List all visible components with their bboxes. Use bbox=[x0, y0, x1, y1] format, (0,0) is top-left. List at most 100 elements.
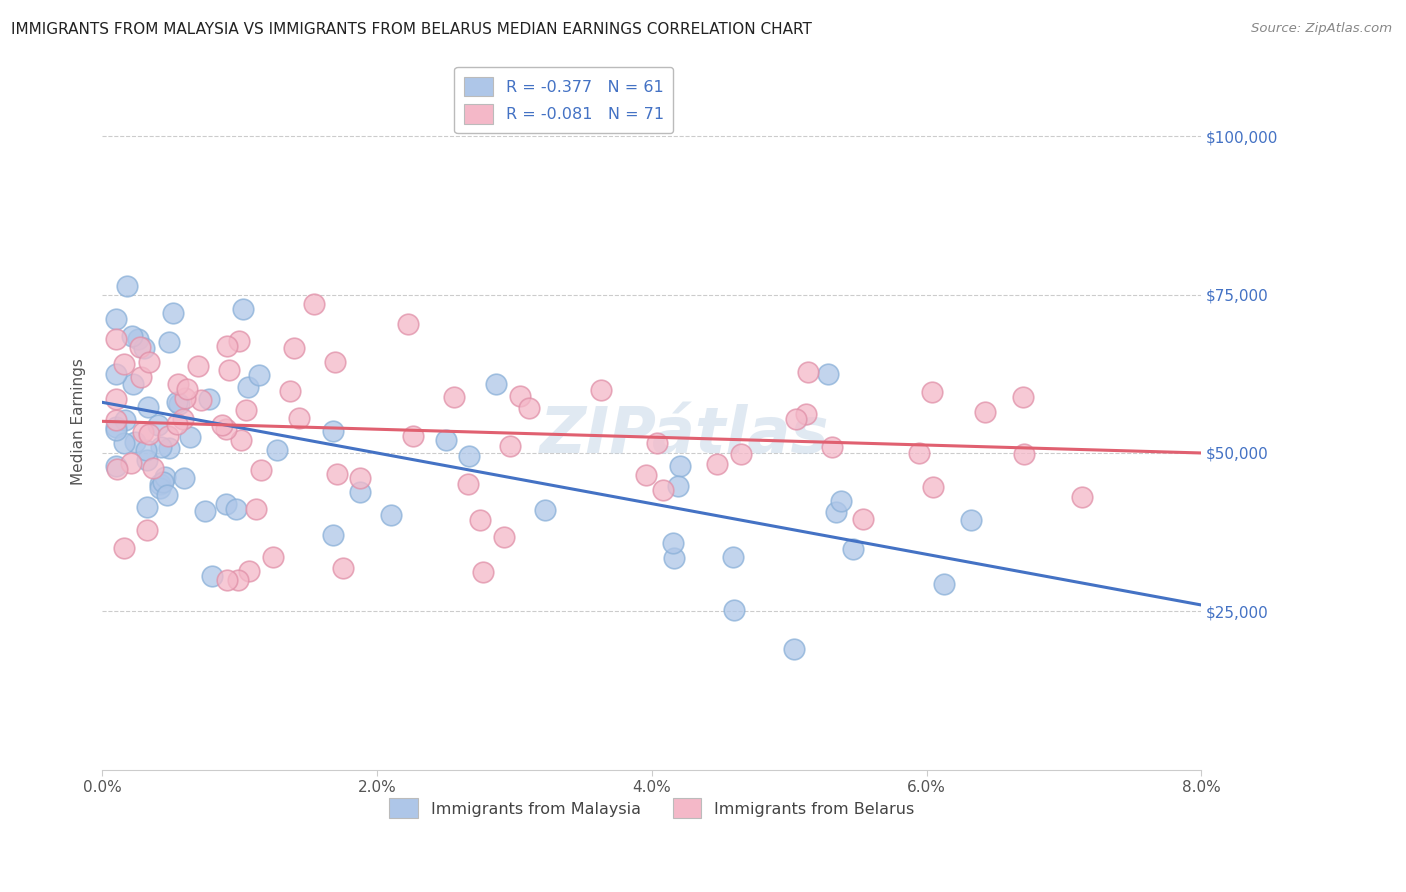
Point bbox=[228, 573, 250, 587]
Point bbox=[135, 453, 157, 467]
Point bbox=[824, 505, 846, 519]
Point bbox=[112, 435, 135, 450]
Point bbox=[194, 503, 217, 517]
Point bbox=[167, 377, 190, 392]
Point bbox=[104, 312, 127, 326]
Point bbox=[152, 475, 174, 489]
Point bbox=[142, 461, 165, 475]
Point bbox=[231, 434, 253, 448]
Point bbox=[120, 456, 142, 470]
Point bbox=[112, 357, 135, 371]
Point bbox=[135, 523, 157, 537]
Point bbox=[112, 541, 135, 556]
Point bbox=[830, 493, 852, 508]
Point bbox=[797, 365, 820, 379]
Point bbox=[104, 412, 127, 426]
Point bbox=[932, 577, 955, 591]
Point bbox=[636, 467, 658, 482]
Point bbox=[278, 384, 301, 398]
Point bbox=[136, 500, 159, 514]
Point bbox=[138, 427, 160, 442]
Point bbox=[156, 487, 179, 501]
Point bbox=[247, 368, 270, 382]
Point bbox=[499, 439, 522, 453]
Point bbox=[173, 391, 195, 405]
Point bbox=[215, 421, 238, 435]
Point bbox=[852, 512, 875, 526]
Point bbox=[485, 376, 508, 391]
Point bbox=[104, 423, 127, 437]
Point bbox=[166, 395, 188, 409]
Point bbox=[122, 377, 145, 392]
Point bbox=[235, 402, 257, 417]
Point bbox=[1070, 490, 1092, 504]
Point bbox=[721, 549, 744, 564]
Point bbox=[262, 549, 284, 564]
Point bbox=[167, 396, 190, 410]
Point bbox=[471, 565, 494, 579]
Point bbox=[166, 417, 188, 432]
Point bbox=[172, 411, 194, 425]
Point bbox=[238, 564, 260, 578]
Point bbox=[783, 642, 806, 657]
Point bbox=[157, 335, 180, 350]
Point bbox=[215, 573, 238, 587]
Point bbox=[349, 471, 371, 485]
Point bbox=[468, 513, 491, 527]
Point bbox=[842, 541, 865, 556]
Point bbox=[129, 369, 152, 384]
Point bbox=[794, 407, 817, 421]
Point bbox=[127, 332, 149, 346]
Point bbox=[121, 329, 143, 343]
Point bbox=[401, 429, 423, 443]
Point bbox=[200, 568, 222, 582]
Legend: Immigrants from Malaysia, Immigrants from Belarus: Immigrants from Malaysia, Immigrants fro… bbox=[382, 792, 921, 824]
Point bbox=[666, 479, 689, 493]
Point bbox=[661, 536, 683, 550]
Point bbox=[907, 446, 929, 460]
Point bbox=[215, 339, 238, 353]
Point bbox=[326, 467, 349, 481]
Point bbox=[228, 334, 250, 348]
Text: ZIPátlas: ZIPátlas bbox=[540, 404, 830, 467]
Point bbox=[283, 342, 305, 356]
Point bbox=[153, 470, 176, 484]
Point bbox=[457, 477, 479, 491]
Point bbox=[662, 551, 685, 566]
Point bbox=[232, 301, 254, 316]
Point bbox=[218, 363, 240, 377]
Point bbox=[107, 462, 129, 476]
Point bbox=[443, 390, 465, 404]
Point bbox=[1012, 390, 1035, 404]
Point bbox=[104, 332, 127, 346]
Point bbox=[135, 442, 157, 457]
Point bbox=[157, 429, 180, 443]
Point bbox=[149, 476, 172, 491]
Point bbox=[117, 279, 139, 293]
Point bbox=[302, 297, 325, 311]
Point bbox=[136, 401, 159, 415]
Point bbox=[821, 440, 844, 454]
Point bbox=[225, 501, 247, 516]
Point bbox=[730, 447, 752, 461]
Point bbox=[190, 393, 212, 408]
Point bbox=[723, 602, 745, 616]
Point bbox=[332, 561, 354, 575]
Point bbox=[114, 413, 136, 427]
Point bbox=[157, 441, 180, 455]
Point bbox=[173, 471, 195, 485]
Point bbox=[974, 405, 997, 419]
Point bbox=[146, 417, 169, 432]
Point bbox=[104, 367, 127, 381]
Point bbox=[706, 457, 728, 471]
Point bbox=[129, 340, 152, 354]
Point bbox=[149, 482, 172, 496]
Point bbox=[652, 483, 675, 497]
Point bbox=[187, 359, 209, 374]
Point bbox=[104, 458, 127, 473]
Point bbox=[349, 485, 371, 500]
Point bbox=[1012, 446, 1035, 460]
Point bbox=[458, 449, 481, 463]
Point bbox=[492, 530, 515, 544]
Point bbox=[817, 368, 839, 382]
